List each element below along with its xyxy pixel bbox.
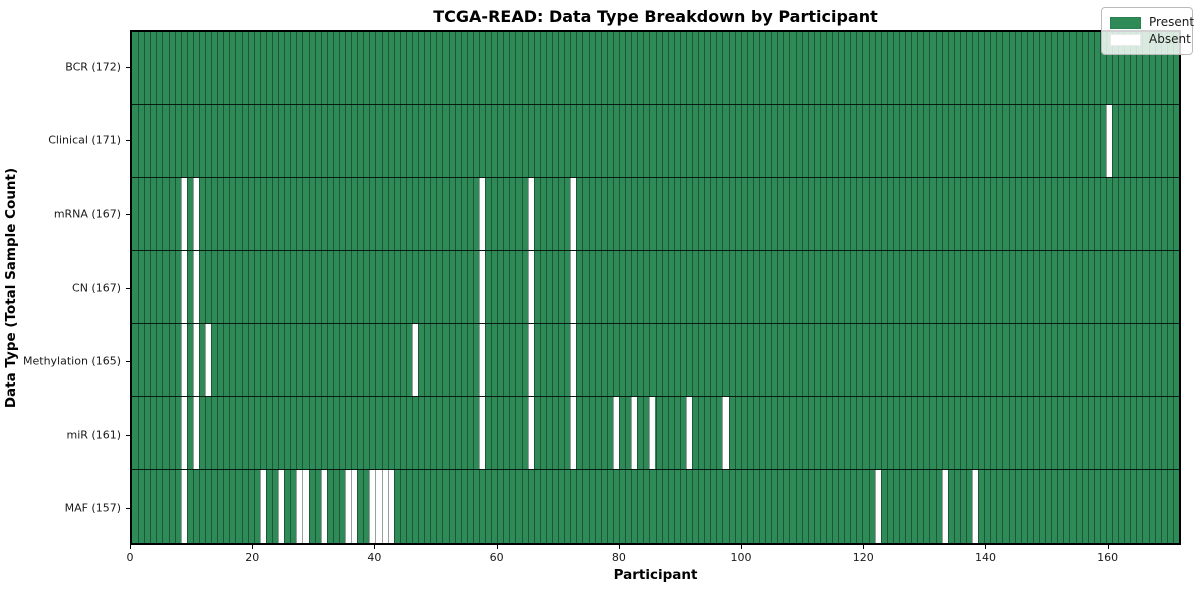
absent-cell — [180, 324, 187, 396]
absent-cell — [192, 251, 199, 323]
heatmap-row-maf — [132, 470, 1179, 543]
y-tick-label-clinical: Clinical (171) — [48, 133, 121, 147]
absent-cell — [612, 397, 619, 469]
x-tick-mark — [252, 545, 254, 549]
x-tick-label: 0 — [126, 551, 134, 564]
absent-cell — [478, 324, 486, 396]
x-tick-mark — [741, 545, 743, 549]
x-tick-mark — [985, 545, 987, 549]
absent-cell — [351, 470, 358, 543]
heatmap-row-clinical — [132, 105, 1179, 178]
x-tick-mark — [618, 545, 620, 549]
x-tick-label: 100 — [730, 551, 752, 564]
absent-cell — [259, 470, 266, 543]
x-tick-mark — [130, 545, 131, 549]
x-tick-label: 160 — [1097, 551, 1119, 564]
y-tick-mark — [126, 213, 130, 215]
absent-cell — [570, 251, 577, 323]
legend-entry-present: Present — [1110, 14, 1194, 31]
absent-cell — [478, 178, 486, 250]
absent-cell — [180, 251, 187, 323]
y-tick-label-mir: miR (161) — [66, 428, 122, 442]
absent-cell — [570, 397, 577, 469]
absent-cell — [527, 324, 534, 396]
x-tick-label: 60 — [489, 551, 504, 564]
y-tick-label-maf: MAF (157) — [64, 501, 121, 515]
absent-cell — [412, 324, 419, 396]
y-tick-label-mrna: mRNA (167) — [53, 207, 121, 221]
x-tick-mark — [1107, 545, 1109, 549]
y-tick-mark — [126, 434, 130, 436]
absent-cell — [296, 470, 303, 543]
absent-cell — [302, 470, 309, 543]
absent-cell — [381, 470, 388, 543]
absent-cell — [192, 324, 199, 396]
y-tick-mark — [126, 140, 130, 142]
absent-cell — [180, 178, 187, 250]
x-axis-ticks: 0 20 40 60 80 100 120 140 160 — [126, 545, 1181, 567]
absent-cell — [375, 470, 382, 543]
legend-entry-absent: Absent — [1110, 31, 1191, 48]
y-axis-ticks: BCR (172) Clinical (171) mRNA (167) CN (167… — [0, 30, 130, 545]
absent-cell — [972, 470, 979, 543]
y-tick-mark — [126, 361, 130, 363]
heatmap-plot-area — [130, 30, 1181, 545]
absent-cell — [685, 397, 692, 469]
absent-cell — [345, 470, 352, 543]
absent-cell — [192, 397, 199, 469]
x-axis-label: Participant — [613, 567, 698, 583]
absent-cell — [180, 470, 187, 543]
absent-cell — [1105, 105, 1113, 177]
y-tick-mark — [126, 508, 130, 510]
absent-cell — [722, 397, 729, 469]
x-tick-mark — [863, 545, 865, 549]
heatmap-row-methylation — [132, 324, 1179, 397]
x-tick-label: 20 — [245, 551, 260, 564]
absent-cell — [527, 251, 534, 323]
absent-cell — [180, 397, 187, 469]
absent-cell — [478, 397, 486, 469]
heatmap-row-mir — [132, 397, 1179, 470]
legend: Present Absent — [1101, 7, 1194, 55]
absent-cell — [874, 470, 881, 543]
x-tick-label: 40 — [367, 551, 382, 564]
heatmap-rows — [132, 32, 1179, 543]
absent-cell — [527, 397, 534, 469]
legend-label-absent: Absent — [1149, 32, 1191, 46]
chart-title: TCGA-READ: Data Type Breakdown by Partic… — [433, 7, 878, 26]
absent-cell — [478, 251, 486, 323]
heatmap-row-mrna — [132, 178, 1179, 251]
absent-cell — [369, 470, 376, 543]
y-tick-label-bcr: BCR (172) — [65, 60, 121, 74]
absent-cell — [387, 470, 394, 543]
legend-label-present: Present — [1149, 15, 1195, 29]
present-swatch — [1110, 16, 1141, 29]
absent-cell — [631, 397, 638, 469]
x-tick-mark — [374, 545, 376, 549]
y-tick-label-cn: CN (167) — [72, 281, 121, 294]
y-tick-mark — [126, 66, 130, 68]
absent-cell — [278, 470, 285, 543]
absent-cell — [941, 470, 948, 543]
absent-cell — [570, 178, 577, 250]
x-tick-label: 120 — [852, 551, 874, 564]
x-tick-label: 80 — [611, 551, 626, 564]
heatmap-row-bcr — [132, 32, 1179, 105]
absent-swatch — [1110, 33, 1141, 46]
x-tick-mark — [496, 545, 498, 549]
x-tick-label: 140 — [974, 551, 996, 564]
absent-cell — [192, 178, 199, 250]
y-tick-mark — [126, 287, 130, 289]
absent-cell — [570, 324, 577, 396]
absent-cell — [205, 324, 212, 396]
absent-cell — [649, 397, 656, 469]
absent-cell — [527, 178, 534, 250]
y-tick-label-methylation: Methylation (165) — [23, 354, 121, 368]
heatmap-row-cn — [132, 251, 1179, 324]
absent-cell — [320, 470, 327, 543]
